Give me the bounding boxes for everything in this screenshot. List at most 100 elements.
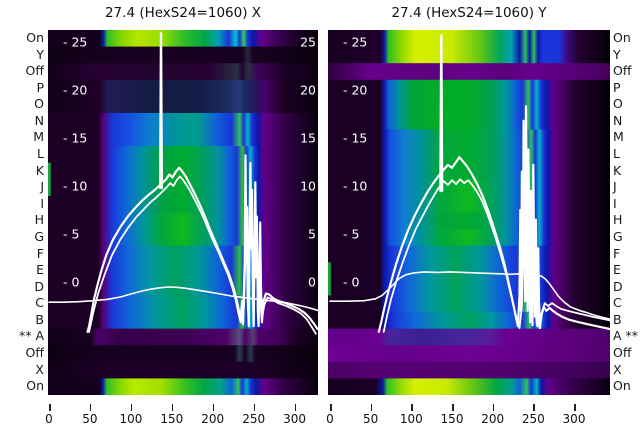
row-label-right-b-17: B (613, 311, 622, 327)
heatmap-row-on-21 (48, 378, 318, 395)
x-tick-label: 200 (481, 412, 505, 426)
heatmap-row-y-1 (48, 46, 318, 64)
heatmap-row-g-12 (328, 229, 610, 247)
x-tick-label: 250 (242, 412, 266, 426)
x-tick-label: 250 (521, 412, 545, 426)
x-tick-label: 50 (363, 412, 379, 426)
heatmap-row-e-14 (48, 262, 318, 280)
row-label-left-on-0: On (26, 30, 44, 45)
row-label-left-h-11: H (34, 212, 44, 228)
x-tick-label: 200 (201, 412, 225, 426)
x-axis-left: 0 50 100 150 200 250 300 (45, 398, 318, 432)
heatmap-row-a-18 (48, 328, 318, 346)
x-tick-label: 0 (326, 412, 334, 426)
x-tick-mark (533, 404, 535, 411)
heatmap-row-j-9 (48, 179, 318, 197)
heatmap-row-n-5 (48, 112, 318, 131)
x-tick-mark (370, 404, 373, 411)
heatmap-row-x-20 (328, 361, 610, 380)
row-label-left-p-3: P (36, 79, 44, 95)
value-tick-label-right: 25 (300, 35, 316, 50)
row-label-left-o-4: O (34, 96, 44, 112)
value-tick-label-right: 10 (300, 179, 316, 194)
value-tick-label: - 0 (63, 275, 79, 290)
x-tick-label: 300 (562, 412, 586, 426)
value-tick-label: - 10 (343, 179, 367, 194)
row-label-right-f-13: F (613, 245, 621, 261)
heatmap-row-y-1 (328, 46, 610, 64)
heatmap-row-m-6 (48, 129, 318, 147)
x-tick-mark (253, 404, 256, 411)
heatmap-row-b-17 (328, 312, 610, 330)
value-tick-label: - 15 (63, 131, 87, 146)
heatmap-row-l-7 (328, 146, 610, 164)
x-tick-label: 150 (440, 412, 464, 426)
value-tick-label: - 5 (343, 227, 359, 242)
row-label-left-b-17: B (35, 311, 44, 327)
heatmap-row-j-9 (328, 179, 610, 197)
x-tick-mark (492, 404, 495, 411)
row-label-left-f-13: F (36, 245, 44, 261)
row-label-left-on-21: On (26, 378, 44, 394)
row-label-right-on-0: On (613, 30, 631, 45)
series-baseline (48, 286, 318, 312)
row-label-right-i-10: I (613, 195, 617, 211)
row-label-left-c-16: C (35, 295, 44, 311)
value-tick-label: - 20 (343, 83, 367, 98)
value-tick-label: - 5 (63, 227, 79, 242)
row-label-left-n-5: N (34, 112, 44, 128)
row-label-right-off-2: Off (613, 63, 632, 79)
x-tick-mark (130, 404, 133, 411)
series-profile-inner (382, 178, 610, 333)
heatmap-row-p-3 (328, 79, 610, 97)
heatmap-row-off-2 (328, 63, 610, 81)
row-label-right-on-21: On (613, 378, 631, 394)
x-tick-label: 0 (45, 412, 53, 426)
heatmap-row-g-12 (48, 229, 318, 247)
row-label-column-left: On Y Off P O N M L K J I H G F E D C B ** A Off X On (0, 30, 44, 395)
panel-title-x: 27.4 (HexS24=1060) X (104, 5, 262, 21)
heatmap-row-off-19 (328, 345, 610, 363)
heatmap-row-e-14 (328, 262, 610, 280)
heatmap-row-h-11 (328, 212, 610, 230)
row-label-right-m-6: M (613, 129, 624, 145)
heatmap-row-on-0 (48, 30, 318, 48)
heatmap-row-o-4 (48, 96, 318, 114)
value-tick-label-right: 15 (300, 131, 316, 146)
value-tick-label: - 20 (63, 83, 87, 98)
row-label-right-a-18: A ** (613, 328, 639, 344)
heatmap-row-a-18 (328, 328, 610, 346)
x-tick-label: 300 (283, 412, 307, 426)
heatmap-row-c-16 (48, 295, 318, 313)
row-label-right-o-4: O (613, 96, 623, 112)
row-label-left-off-19: Off (25, 344, 44, 360)
row-label-left-off-2: Off (25, 63, 44, 79)
row-label-left-y-1: Y (36, 46, 44, 62)
heatmap-row-f-13 (48, 245, 318, 263)
heatmap-panel-y: - 25 - 20 - 15 - 10 - 5 - 0 (328, 30, 610, 395)
heatmap-panel-x: - 25 25 - 20 20 - 15 15 - 10 10 - 5 5 - 0 0 (48, 30, 318, 395)
heatmap-row-f-13 (328, 245, 610, 263)
series-spike (439, 34, 444, 193)
x-axis-right: 0 50 100 150 200 250 300 (326, 398, 610, 432)
row-label-right-y-1: Y (613, 46, 621, 62)
series-baseline (329, 271, 610, 320)
value-tick-label: - 25 (343, 35, 367, 50)
row-label-left-m-6: M (33, 129, 44, 145)
heatmap-row-l-7 (48, 146, 318, 164)
heatmap-row-on-21 (328, 378, 610, 395)
heatmap-row-d-15 (328, 278, 610, 297)
x-tick-mark (89, 404, 92, 411)
row-label-left-k-8: K (35, 162, 44, 178)
row-label-right-n-5: N (613, 112, 623, 128)
heatmap-row-o-4 (328, 96, 610, 114)
value-tick-label-right: 20 (300, 83, 316, 98)
row-label-left-j-9: J (40, 179, 44, 195)
x-tick-mark (574, 404, 576, 411)
x-tick-mark (49, 404, 51, 411)
heatmap-row-h-11 (48, 212, 318, 230)
row-label-left-a-18: ** A (18, 328, 44, 344)
row-label-right-c-16: C (613, 295, 622, 311)
series-spike (158, 32, 164, 190)
row-label-right-off-19: Off (613, 344, 632, 360)
